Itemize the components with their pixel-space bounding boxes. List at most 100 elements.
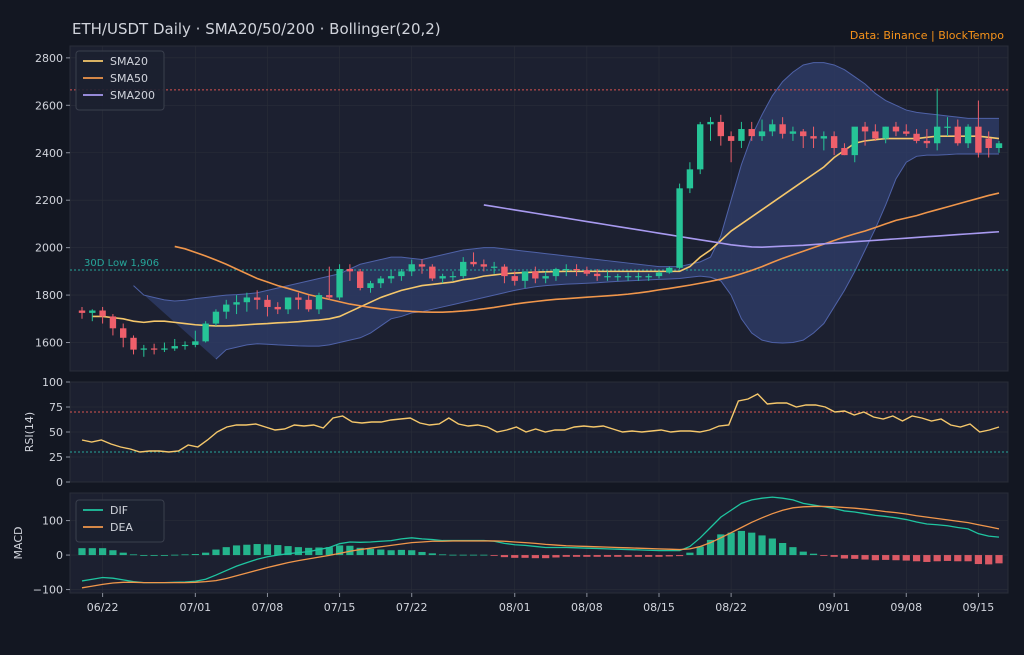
candle	[192, 330, 199, 348]
macd-histogram-bar	[119, 552, 127, 556]
macd-histogram-bar	[202, 552, 210, 556]
candle	[583, 266, 591, 277]
candle-body	[820, 136, 828, 139]
candle	[418, 259, 426, 274]
macd-histogram-bar	[686, 552, 694, 556]
macd-histogram-bar	[861, 555, 869, 560]
candle	[377, 276, 384, 288]
macd-histogram-bar	[665, 555, 673, 557]
macd-histogram-bar	[768, 538, 776, 556]
macd-histogram-bar	[511, 555, 519, 558]
candle-body	[666, 267, 673, 273]
candle-body	[253, 297, 261, 300]
candle	[120, 323, 127, 348]
candle-body	[223, 304, 230, 312]
candle-body	[841, 148, 848, 156]
x-tick-label: 06/22	[87, 601, 119, 614]
candle	[202, 321, 209, 343]
candle	[253, 290, 261, 310]
candle-body	[315, 295, 323, 310]
candle-body	[202, 323, 209, 342]
candle-body	[686, 169, 694, 189]
candle	[171, 338, 178, 351]
macd-histogram-bar	[490, 555, 498, 556]
candle	[758, 119, 766, 141]
candle	[779, 117, 786, 139]
macd-histogram-bar	[912, 555, 921, 562]
macd-histogram-bar	[88, 548, 96, 556]
support-label: 30D Low 1,906	[84, 258, 159, 269]
candle-body	[460, 261, 467, 277]
rsi-axis-label: RSI(14)	[23, 412, 36, 452]
macd-histogram-bar	[356, 547, 364, 556]
candle	[336, 264, 343, 300]
macd-histogram-bar	[377, 549, 385, 556]
candle-body	[532, 271, 539, 279]
sma50-line	[174, 192, 1000, 313]
candle	[800, 129, 807, 149]
macd-histogram-bar	[397, 549, 406, 556]
candle-body	[810, 136, 817, 139]
macd-histogram-bar	[624, 555, 632, 557]
candle	[150, 343, 158, 355]
dif-line	[81, 496, 1000, 584]
candle-body	[758, 131, 766, 137]
y-tick-label: 50	[49, 426, 63, 439]
candle	[830, 131, 838, 156]
macd-panel	[69, 492, 1009, 594]
candle-body	[645, 276, 652, 278]
macd-histogram-bar	[892, 555, 900, 561]
candle	[223, 299, 230, 319]
candle	[480, 259, 488, 272]
macd-histogram-bar	[789, 547, 797, 556]
candle-body	[913, 133, 920, 141]
candle	[810, 126, 817, 149]
candle	[717, 114, 725, 146]
macd-histogram-bar	[882, 555, 890, 560]
macd-histogram-bar	[408, 550, 416, 556]
macd-histogram-bar	[160, 555, 169, 556]
macd-histogram-bar	[696, 546, 704, 556]
macd-histogram-bar	[614, 555, 622, 557]
macd-histogram-bar	[335, 545, 344, 556]
y-tick-label: 100	[42, 376, 63, 389]
bollinger-lower	[215, 153, 999, 360]
candle-body	[975, 126, 982, 153]
macd-histogram-bar	[954, 555, 962, 562]
data-source-label: Data: Binance | BlockTempo	[850, 29, 1004, 42]
macd-histogram-bar	[459, 554, 467, 556]
candle-body	[738, 129, 745, 141]
candle-body	[408, 264, 415, 272]
candle-body	[542, 276, 549, 279]
x-tick-label: 07/08	[252, 601, 284, 614]
candle-body	[480, 264, 488, 267]
macd-histogram-bar	[315, 547, 323, 556]
macd-histogram-bar	[109, 550, 117, 556]
macd-histogram-bar	[603, 555, 612, 557]
candle-body	[861, 126, 869, 132]
macd-histogram-bar	[253, 544, 261, 556]
macd-histogram-bar	[830, 555, 838, 557]
candle-body	[511, 276, 518, 281]
candle	[346, 264, 354, 281]
candle	[697, 121, 704, 175]
candle-body	[501, 266, 508, 277]
macd-histogram-bar	[181, 554, 189, 556]
candle-body	[367, 283, 374, 288]
macd-histogram-bar	[449, 554, 457, 556]
candle-body	[336, 268, 343, 298]
candle-body	[892, 126, 900, 132]
macd-histogram-bar	[552, 555, 560, 558]
candle	[367, 280, 374, 293]
macd-histogram-bar	[212, 549, 220, 556]
candle	[820, 131, 828, 151]
candle	[727, 131, 735, 163]
candle-body	[769, 124, 776, 132]
candle	[624, 272, 632, 281]
macd-histogram-bar	[418, 551, 426, 556]
macd-histogram-bar	[943, 555, 952, 561]
candle	[501, 264, 508, 284]
candle-body	[624, 276, 632, 278]
candle-body	[830, 136, 838, 149]
macd-histogram-bar	[325, 547, 333, 556]
